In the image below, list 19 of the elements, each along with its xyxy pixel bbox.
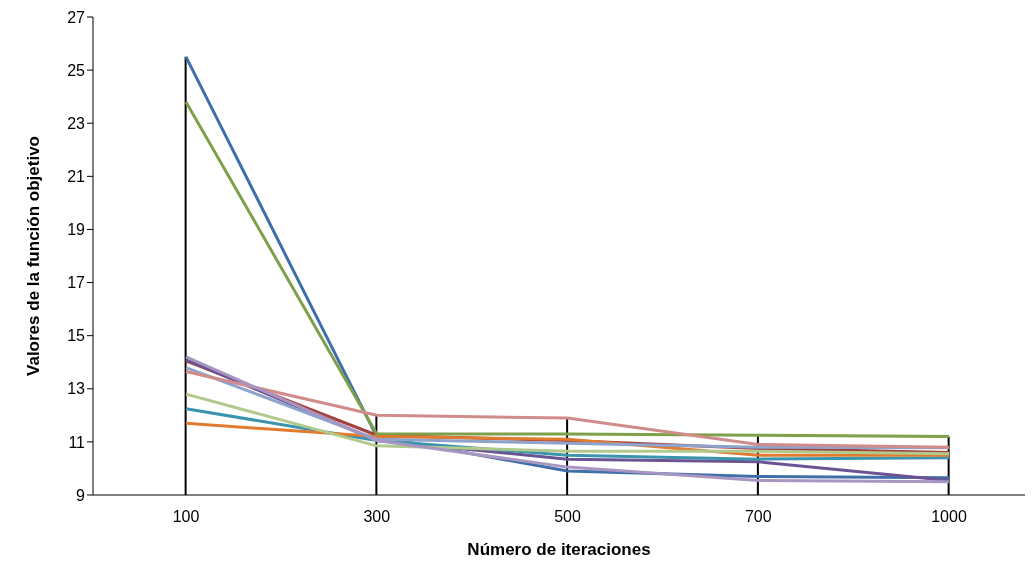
y-tick-label: 21: [67, 168, 86, 186]
x-tick-label: 700: [744, 508, 772, 526]
line-series: [184, 392, 951, 456]
y-tick-label: 17: [67, 274, 86, 292]
y-tick-label: 13: [67, 380, 86, 398]
y-tick-label: 27: [67, 8, 86, 26]
y-tick-label: 9: [76, 486, 86, 504]
y-axis-title: Valores de la función objetivo: [24, 136, 44, 376]
x-tick-label: 1000: [931, 508, 967, 526]
y-tick-label: 11: [68, 433, 86, 451]
x-tick-label: 100: [172, 508, 200, 526]
x-tick-label: 300: [363, 508, 391, 526]
line-series: [184, 100, 951, 439]
y-tick-label: 15: [67, 327, 86, 345]
x-axis-title: Número de iteraciones: [467, 540, 651, 559]
y-tick-label: 25: [67, 61, 86, 79]
x-tick-label: 500: [554, 508, 581, 526]
y-tick-label: 23: [67, 114, 86, 132]
y-tick-label: 19: [67, 221, 86, 239]
